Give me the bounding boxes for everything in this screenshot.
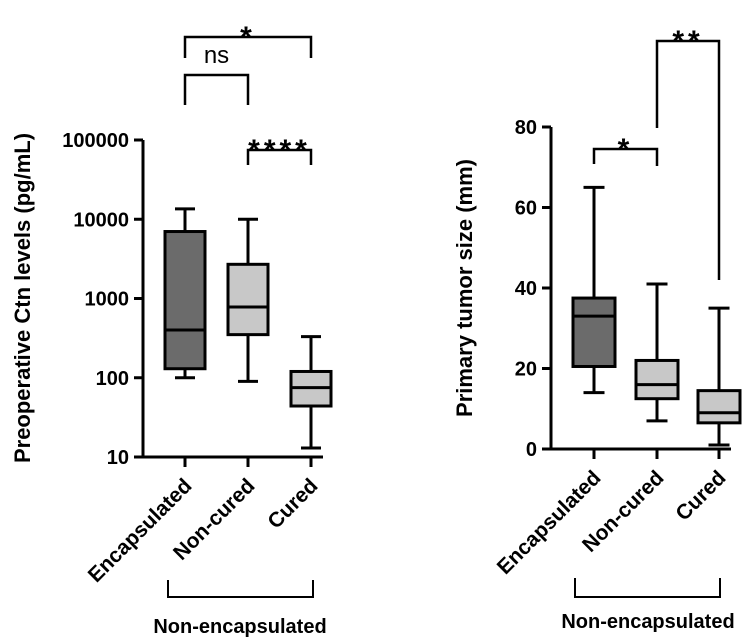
x-category-label: Cured [671,466,730,525]
iqr-box [696,389,742,425]
box-cured [696,306,742,447]
chart-panel-2: 0 20 40 60 80 Primary tumor size (mm) Encapsul… [452,25,742,633]
y-tick-label: 0 [526,439,537,461]
y-tick-label: 40 [515,278,537,300]
box-encapsulated [163,207,207,380]
y-axis-label: Preoperative Ctn levels (pg/mL) [10,133,35,463]
y-tick-label: 10 [107,447,129,469]
box-non-cured [226,217,270,383]
y-axis-label: Primary tumor size (mm) [452,159,477,417]
y-tick-label: 60 [515,198,537,220]
group-label: Non-encapsulated [153,616,326,638]
y-tick-label: 10000 [73,209,129,231]
significance-label: * [618,133,634,166]
box-non-cured [634,282,680,423]
y-tick-label: 80 [515,117,537,139]
significance-label: ns [204,42,229,69]
x-category-label: Encapsulated [84,474,197,587]
iqr-box [634,358,680,401]
group-bracket [167,580,314,598]
significance-bracket [592,147,659,166]
x-category-label: Encapsulated [493,466,606,579]
significance-bracket [183,73,250,105]
iqr-box [163,230,207,371]
significance-label: * [240,21,256,54]
significance-bracket [183,35,313,58]
iqr-box [571,296,617,368]
x-category-label: Cured [263,474,322,533]
y-tick-label: 100000 [62,130,129,152]
y-tick-label: 100 [96,368,129,390]
significance-bracket [246,148,313,165]
significance-label: ** [672,25,703,58]
significance-label: **** [248,134,311,167]
box-encapsulated [571,185,617,395]
box-cured [289,335,333,450]
iqr-box [226,262,270,337]
y-tick-label: 1000 [85,289,130,311]
y-tick-label: 20 [515,359,537,381]
chart-panel-1: 10 100 1000 10000 100000 Preoperative Ctn lev… [10,21,333,638]
significance-bracket [655,39,721,280]
group-label: Non-encapsulated [561,611,734,633]
group-bracket [574,578,721,598]
